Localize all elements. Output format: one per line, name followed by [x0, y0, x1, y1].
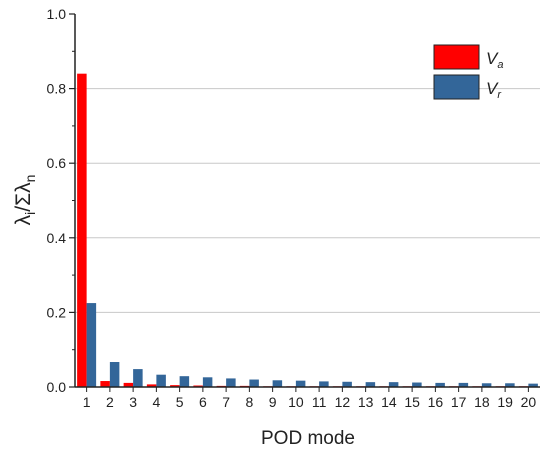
- bar-vr-12: [342, 381, 352, 387]
- legend: Va Vr: [433, 44, 503, 101]
- y-tick-label: 0.6: [47, 155, 67, 171]
- y-tick-label: 0.2: [47, 304, 67, 320]
- y-axis-title-sub-i: i: [22, 212, 38, 215]
- bar-vr-11: [319, 381, 329, 387]
- x-tick-label: 6: [199, 394, 207, 410]
- grid-lines: [75, 88, 540, 313]
- x-tick-label: 19: [497, 394, 513, 410]
- x-tick-label: 7: [222, 394, 230, 410]
- bar-vr-7: [226, 378, 236, 387]
- x-tick-label: 18: [474, 394, 490, 410]
- y-axis-title: λi/Σλn: [12, 175, 38, 226]
- y-tick-label: 0.0: [47, 379, 67, 395]
- bars: [77, 73, 538, 388]
- x-tick-label: 16: [428, 394, 444, 410]
- bar-vr-3: [133, 369, 143, 387]
- bar-vr-13: [365, 382, 376, 387]
- bar-vr-5: [179, 376, 190, 387]
- x-tick-label: 13: [358, 394, 374, 410]
- bar-va-2: [100, 381, 110, 387]
- bar-vr-14: [388, 382, 399, 387]
- x-tick-labels: 1 2 3 4 5 6 7 8 9 10 11 12 13 14 15 16 17 18 19 20: [83, 394, 537, 410]
- x-tick-label: 12: [335, 394, 351, 410]
- x-tick-label: 3: [129, 394, 137, 410]
- bar-va-5: [170, 385, 180, 387]
- bar-vr-2: [109, 362, 120, 387]
- bar-vr-9: [272, 380, 283, 387]
- x-tick-label: 5: [176, 394, 184, 410]
- bar-vr-17: [458, 382, 469, 387]
- x-tick-label: 1: [83, 394, 91, 410]
- x-tick-label: 11: [312, 394, 327, 410]
- y-axis-title-sub-n: n: [22, 175, 38, 183]
- y-axis-title-sum-lambda: /Σλ: [12, 182, 35, 212]
- legend-swatch-va: [433, 44, 480, 70]
- x-tick-label: 4: [152, 394, 160, 410]
- y-axis-title-lambda: λ: [12, 214, 35, 225]
- legend-label-va: Va: [486, 49, 503, 71]
- axes: [69, 13, 540, 392]
- bar-vr-1: [86, 303, 97, 387]
- x-axis-title: POD mode: [261, 428, 355, 449]
- bar-vr-8: [249, 379, 259, 387]
- x-tick-label: 15: [404, 394, 420, 410]
- bar-vr-18: [481, 383, 492, 387]
- bar-vr-6: [202, 377, 213, 387]
- y-tick-label: 0.4: [47, 230, 67, 246]
- bar-va-1: [77, 73, 87, 388]
- y-tick-labels: 0.0 0.2 0.4 0.6 0.8 1.0: [47, 6, 67, 395]
- bar-vr-16: [435, 382, 445, 387]
- x-tick-label: 10: [288, 394, 304, 410]
- y-tick-label: 1.0: [47, 6, 67, 22]
- bar-va-3: [123, 382, 134, 387]
- legend-swatch-vr: [433, 74, 480, 100]
- bar-va-4: [146, 384, 157, 387]
- y-tick-label: 0.8: [47, 81, 67, 97]
- bar-vr-20: [528, 383, 538, 387]
- bar-vr-15: [412, 382, 422, 387]
- legend-label-vr: Vr: [486, 79, 502, 101]
- bar-vr-10: [295, 380, 306, 387]
- x-tick-label: 2: [106, 394, 114, 410]
- x-tick-label: 14: [381, 394, 397, 410]
- x-tick-label: 9: [269, 394, 277, 410]
- x-tick-label: 20: [521, 394, 537, 410]
- bar-vr-19: [505, 383, 515, 387]
- x-tick-label: 8: [245, 394, 253, 410]
- bar-vr-4: [156, 374, 166, 387]
- x-tick-label: 17: [451, 394, 467, 410]
